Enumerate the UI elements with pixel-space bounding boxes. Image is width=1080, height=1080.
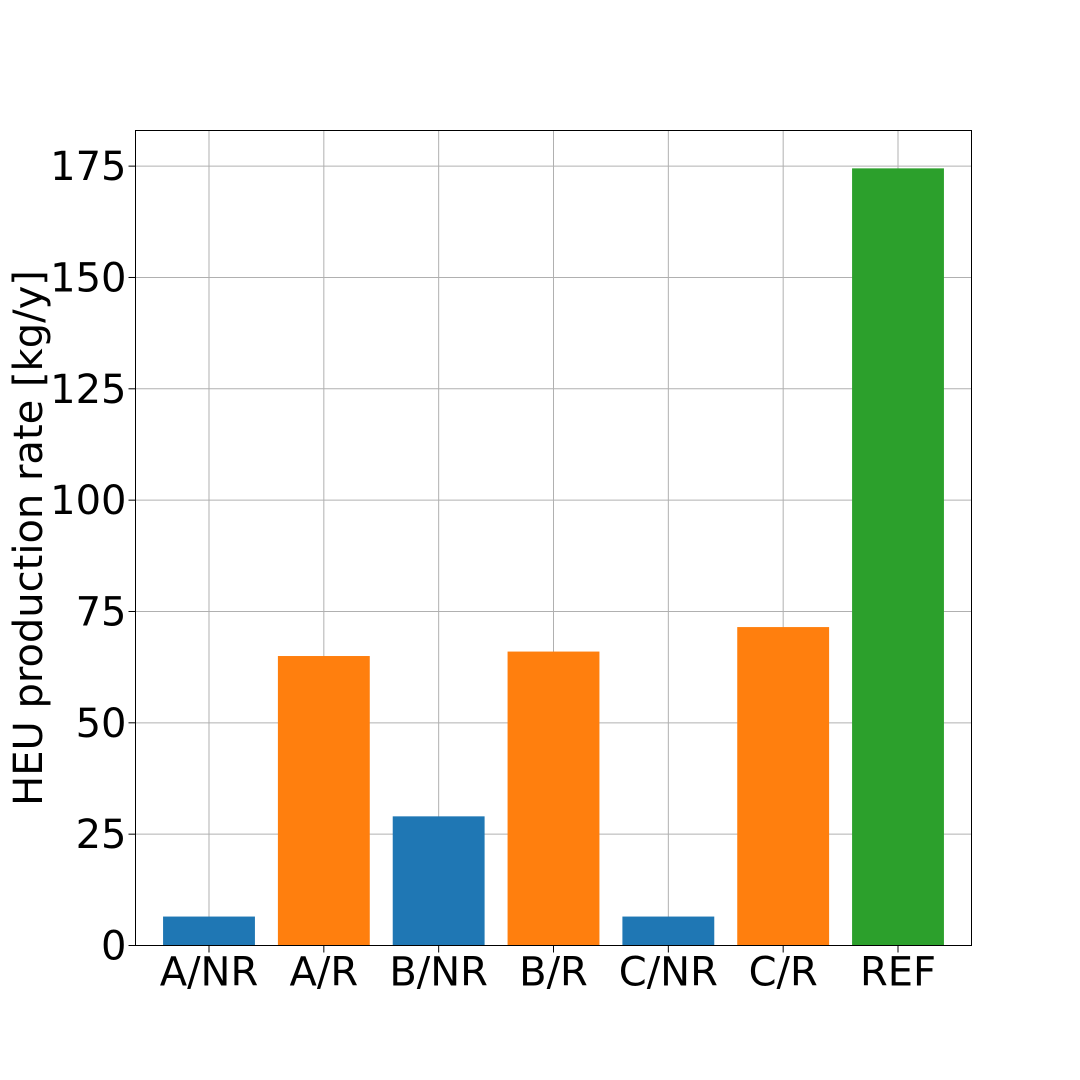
bar xyxy=(737,627,830,946)
x-tick-label: C/NR xyxy=(619,950,718,996)
y-tick-label: 75 xyxy=(76,589,127,635)
bar xyxy=(852,168,944,946)
x-tick-label: A/NR xyxy=(160,950,259,996)
bar xyxy=(163,916,255,946)
ticks: 0 25 50 75 100 125 150 175 A/NR A/R B/NR B/R C/NR C/R… xyxy=(50,144,936,995)
y-tick-label: 100 xyxy=(50,478,126,524)
y-tick-label: 175 xyxy=(50,144,126,190)
y-tick-label: 25 xyxy=(76,812,127,858)
x-tick-label: A/R xyxy=(290,950,359,996)
y-tick-label: 125 xyxy=(50,367,126,413)
bar xyxy=(277,656,370,946)
y-tick-label: 0 xyxy=(101,924,126,970)
y-axis-label: HEU production rate [kg/y] xyxy=(6,270,52,806)
bar xyxy=(392,816,485,946)
x-tick-label: B/NR xyxy=(389,950,488,996)
x-tick-label: B/R xyxy=(519,950,588,996)
bars xyxy=(163,168,944,946)
x-tick-label: REF xyxy=(860,950,936,996)
bar xyxy=(507,651,600,946)
x-tick-label: C/R xyxy=(749,950,818,996)
y-tick-label: 50 xyxy=(76,701,127,747)
y-tick-label: 150 xyxy=(50,255,126,301)
bar xyxy=(622,916,715,946)
